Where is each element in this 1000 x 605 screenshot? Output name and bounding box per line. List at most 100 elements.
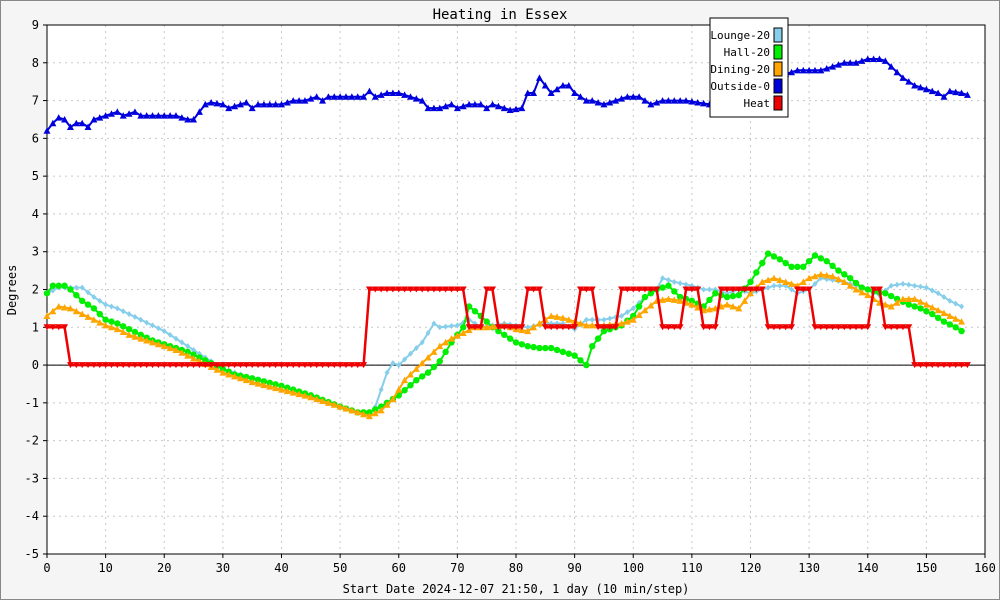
data-point bbox=[741, 286, 749, 293]
data-point bbox=[430, 286, 438, 293]
data-point bbox=[201, 362, 209, 369]
data-point bbox=[406, 371, 414, 378]
y-axis-label: Degrees bbox=[5, 265, 19, 316]
data-point bbox=[272, 362, 280, 369]
data-point bbox=[443, 323, 449, 330]
data-point bbox=[389, 395, 397, 403]
series-line bbox=[47, 288, 968, 367]
data-point bbox=[278, 382, 285, 390]
data-point bbox=[483, 286, 491, 293]
data-point bbox=[266, 100, 274, 108]
data-point bbox=[800, 263, 807, 271]
data-point bbox=[412, 286, 420, 293]
data-point bbox=[289, 97, 297, 104]
legend-label: Outside-0 bbox=[710, 80, 770, 93]
data-point bbox=[852, 286, 860, 293]
data-point bbox=[571, 324, 579, 331]
data-point bbox=[289, 362, 297, 369]
data-point bbox=[770, 274, 778, 282]
data-point bbox=[459, 102, 467, 110]
data-point bbox=[882, 290, 889, 297]
data-point bbox=[676, 293, 684, 301]
data-point bbox=[377, 286, 385, 293]
data-point bbox=[173, 335, 179, 342]
grid-lines bbox=[47, 25, 985, 554]
data-point bbox=[770, 253, 778, 260]
data-point bbox=[114, 320, 121, 327]
data-point bbox=[365, 286, 373, 293]
data-point bbox=[641, 306, 649, 314]
data-point bbox=[817, 324, 825, 331]
y-tick-label: 6 bbox=[32, 131, 39, 145]
data-point bbox=[717, 286, 725, 293]
data-point bbox=[413, 376, 420, 384]
data-point bbox=[653, 286, 661, 293]
data-point bbox=[635, 286, 643, 293]
data-point bbox=[905, 301, 912, 308]
data-point bbox=[588, 286, 596, 293]
data-point bbox=[78, 119, 86, 127]
data-point bbox=[219, 100, 227, 108]
data-point bbox=[647, 100, 655, 108]
data-point bbox=[43, 290, 51, 297]
data-point bbox=[705, 305, 713, 313]
data-point bbox=[150, 322, 156, 329]
data-point bbox=[723, 301, 731, 308]
x-tick-label: 30 bbox=[216, 561, 230, 575]
data-point bbox=[518, 324, 526, 331]
data-point bbox=[360, 410, 368, 418]
data-point bbox=[494, 324, 502, 331]
data-point bbox=[906, 281, 912, 288]
data-point bbox=[185, 343, 191, 350]
data-point bbox=[108, 318, 115, 325]
data-point bbox=[723, 286, 731, 293]
data-point bbox=[113, 325, 121, 333]
data-point bbox=[489, 286, 497, 293]
data-point bbox=[225, 362, 233, 369]
data-point bbox=[108, 303, 114, 310]
data-point bbox=[190, 115, 198, 123]
data-point bbox=[917, 83, 925, 91]
chart-title: Heating in Essex bbox=[433, 7, 568, 23]
data-point bbox=[149, 338, 157, 346]
data-point bbox=[449, 323, 455, 330]
data-point bbox=[870, 55, 878, 63]
data-point bbox=[120, 323, 127, 330]
data-point bbox=[319, 397, 327, 404]
data-point bbox=[207, 98, 215, 106]
data-point bbox=[922, 362, 930, 369]
data-point bbox=[811, 252, 819, 259]
data-point bbox=[788, 324, 796, 331]
data-point bbox=[371, 409, 379, 417]
data-point bbox=[401, 286, 409, 293]
data-point bbox=[377, 91, 385, 98]
data-point bbox=[905, 78, 913, 85]
data-point bbox=[178, 362, 186, 369]
data-point bbox=[96, 310, 103, 318]
data-point bbox=[453, 286, 461, 293]
data-point bbox=[747, 278, 754, 286]
data-point bbox=[371, 286, 379, 293]
data-point bbox=[630, 305, 636, 312]
data-point bbox=[453, 104, 461, 112]
data-point bbox=[922, 301, 930, 308]
data-point bbox=[553, 324, 561, 331]
data-point bbox=[160, 112, 168, 119]
data-point bbox=[319, 362, 327, 369]
data-point bbox=[254, 380, 262, 387]
data-point bbox=[401, 91, 409, 98]
data-point bbox=[319, 97, 327, 104]
data-point bbox=[530, 343, 537, 351]
data-point bbox=[103, 301, 109, 308]
data-point bbox=[90, 305, 98, 312]
data-point bbox=[688, 98, 696, 105]
data-point bbox=[365, 87, 373, 95]
y-tick-label: 5 bbox=[32, 169, 39, 183]
data-point bbox=[518, 341, 526, 348]
data-point bbox=[278, 100, 285, 108]
data-point bbox=[500, 104, 508, 112]
data-point bbox=[805, 286, 813, 293]
data-point bbox=[524, 286, 532, 293]
data-point bbox=[735, 286, 743, 293]
legend-swatch bbox=[773, 78, 783, 94]
